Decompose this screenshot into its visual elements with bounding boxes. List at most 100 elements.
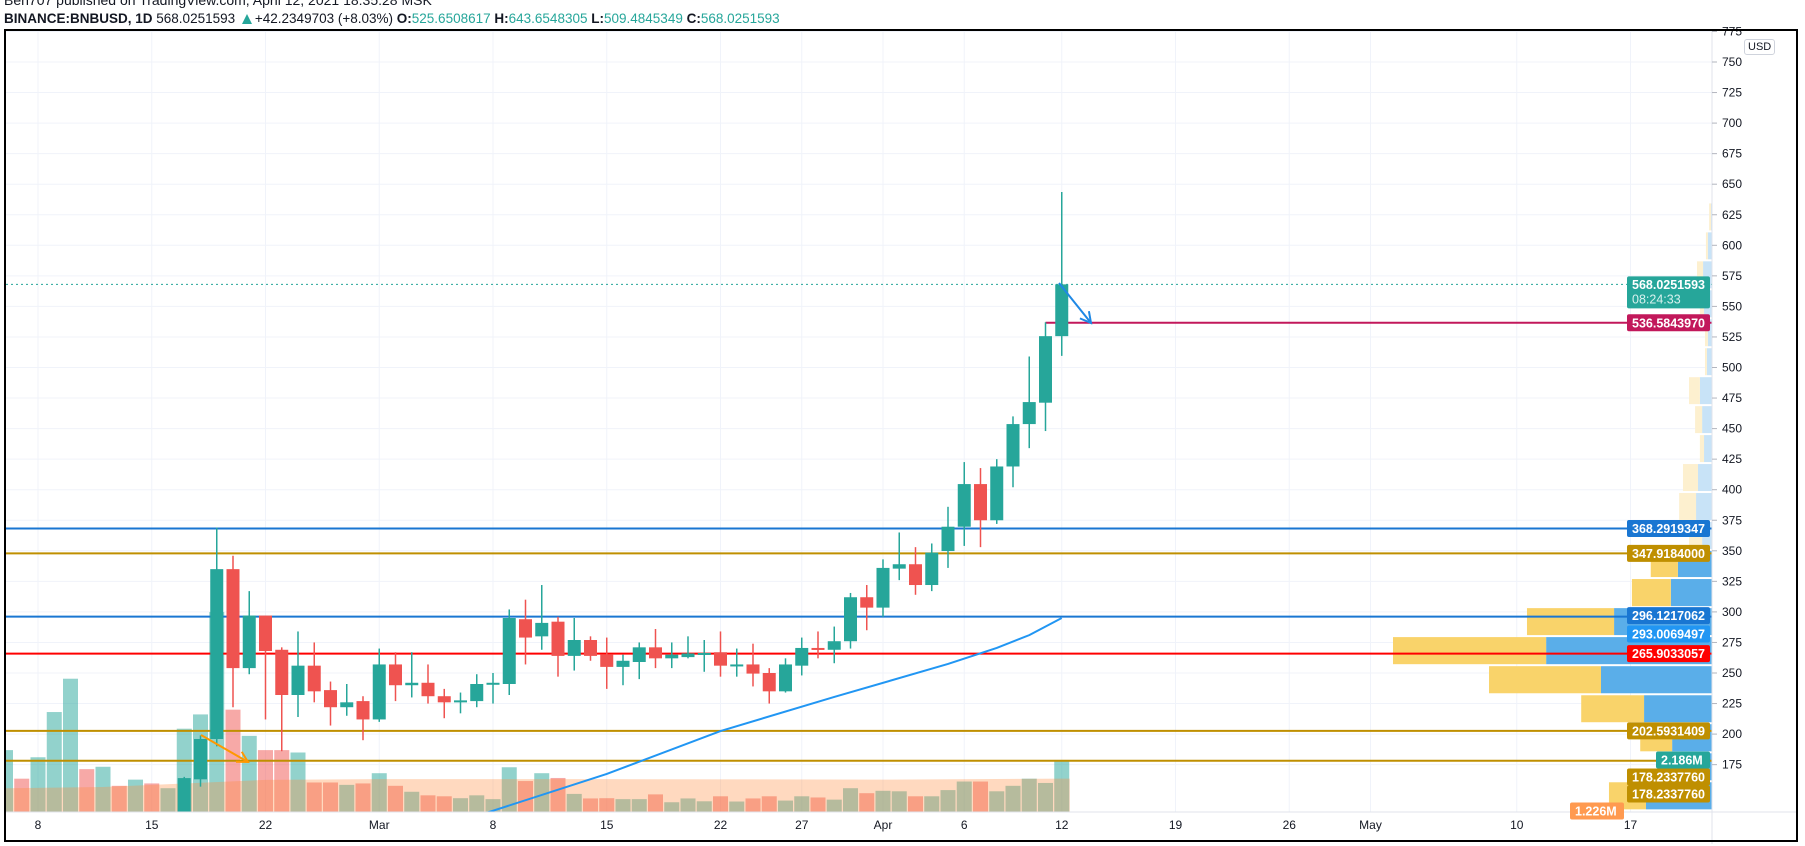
candle[interactable] bbox=[941, 506, 955, 568]
price-tick-label: 725 bbox=[1722, 86, 1742, 100]
volume-bar bbox=[761, 796, 777, 812]
candle[interactable] bbox=[584, 636, 597, 661]
candle[interactable] bbox=[405, 652, 419, 698]
candle[interactable] bbox=[551, 616, 565, 677]
candle[interactable] bbox=[486, 673, 500, 704]
candle[interactable] bbox=[665, 642, 679, 669]
time-tick-label: 27 bbox=[795, 818, 809, 832]
candle[interactable] bbox=[892, 532, 906, 581]
candle[interactable] bbox=[340, 683, 354, 716]
level-price-tag: 368.2919347 bbox=[1627, 519, 1710, 537]
volume-bar bbox=[79, 769, 95, 812]
candle[interactable] bbox=[811, 631, 825, 659]
candle[interactable] bbox=[210, 527, 224, 747]
candle[interactable] bbox=[275, 647, 289, 752]
candle-body bbox=[275, 649, 289, 695]
volume-bar bbox=[843, 788, 858, 812]
candle[interactable] bbox=[1006, 416, 1020, 488]
volume-bar bbox=[1054, 759, 1070, 812]
candle[interactable] bbox=[567, 618, 581, 671]
volume-bar bbox=[436, 796, 452, 812]
candle-body bbox=[502, 618, 516, 684]
price-tick-label: 775 bbox=[1722, 24, 1742, 38]
candle[interactable] bbox=[844, 592, 857, 649]
candle[interactable] bbox=[616, 654, 630, 686]
volume-profile-down bbox=[1489, 666, 1601, 694]
volume-bar bbox=[696, 801, 712, 812]
candle[interactable] bbox=[307, 642, 321, 703]
candle[interactable] bbox=[194, 735, 207, 787]
candle[interactable] bbox=[779, 658, 792, 693]
candle[interactable] bbox=[324, 681, 337, 726]
candle[interactable] bbox=[502, 609, 516, 695]
candle[interactable] bbox=[389, 652, 402, 702]
currency-button[interactable]: USD bbox=[1744, 39, 1776, 55]
candle[interactable] bbox=[876, 559, 890, 617]
candle[interactable] bbox=[957, 462, 971, 546]
candle[interactable] bbox=[519, 599, 532, 665]
candle[interactable] bbox=[1039, 322, 1052, 432]
candle[interactable] bbox=[1055, 191, 1069, 356]
price-tick-label: 575 bbox=[1722, 269, 1742, 283]
volume-bar bbox=[989, 791, 1005, 812]
volume-bar bbox=[14, 778, 30, 812]
candle-body bbox=[584, 640, 597, 656]
candle[interactable] bbox=[649, 629, 662, 669]
volume-bar bbox=[371, 773, 387, 812]
candle[interactable] bbox=[437, 688, 451, 719]
orange-arrow-drawing[interactable] bbox=[200, 734, 250, 764]
price-tag-bg bbox=[1570, 802, 1624, 820]
volume-bar bbox=[534, 773, 550, 812]
open-label: O: bbox=[396, 11, 412, 26]
candle[interactable] bbox=[242, 591, 256, 675]
volume-profile-up bbox=[1699, 377, 1712, 405]
price-tag-text: 536.5843970 bbox=[1632, 316, 1705, 330]
candle[interactable] bbox=[990, 459, 1004, 524]
symbol-name[interactable]: BINANCE:BNBUSD, 1D bbox=[4, 11, 153, 26]
price-tick-label: 625 bbox=[1722, 208, 1742, 222]
candle[interactable] bbox=[421, 664, 435, 704]
volume-bar bbox=[664, 802, 680, 812]
candle-body bbox=[811, 647, 825, 650]
candle[interactable] bbox=[714, 631, 727, 677]
candle[interactable] bbox=[259, 615, 272, 720]
candle[interactable] bbox=[697, 640, 711, 672]
time-tick-label: 19 bbox=[1169, 818, 1183, 832]
candle[interactable] bbox=[681, 636, 695, 659]
candle[interactable] bbox=[795, 637, 809, 676]
candle-body bbox=[990, 466, 1004, 521]
candle[interactable] bbox=[356, 696, 370, 741]
candle[interactable] bbox=[925, 543, 939, 592]
candle[interactable] bbox=[827, 626, 841, 664]
candle-body bbox=[909, 564, 922, 586]
candle[interactable] bbox=[762, 668, 776, 704]
volume-bar bbox=[111, 785, 127, 812]
candle-body bbox=[860, 597, 874, 608]
blue-arrow-drawing[interactable] bbox=[1058, 282, 1093, 325]
candle-body bbox=[892, 564, 906, 569]
candle[interactable] bbox=[454, 692, 467, 714]
candle[interactable] bbox=[177, 776, 191, 826]
candle[interactable] bbox=[1022, 356, 1036, 449]
volume-bar bbox=[631, 799, 647, 812]
candle[interactable] bbox=[730, 648, 744, 677]
candle[interactable] bbox=[746, 643, 760, 687]
candle[interactable] bbox=[600, 637, 614, 689]
candle[interactable] bbox=[535, 585, 549, 650]
candle[interactable] bbox=[632, 642, 646, 680]
candle-body bbox=[551, 621, 565, 656]
candle[interactable] bbox=[470, 674, 484, 708]
candle-body bbox=[340, 702, 354, 708]
candle-body bbox=[454, 700, 467, 703]
candle[interactable] bbox=[909, 547, 922, 595]
volume-bar bbox=[566, 793, 582, 812]
candle[interactable] bbox=[291, 631, 305, 717]
volume-bar bbox=[160, 788, 176, 812]
candle[interactable] bbox=[372, 648, 386, 722]
candle[interactable] bbox=[860, 585, 874, 631]
candle[interactable] bbox=[226, 555, 240, 708]
volume-profile-down bbox=[1631, 579, 1671, 607]
candle[interactable] bbox=[974, 468, 987, 548]
volume-profile-up bbox=[1704, 435, 1712, 463]
